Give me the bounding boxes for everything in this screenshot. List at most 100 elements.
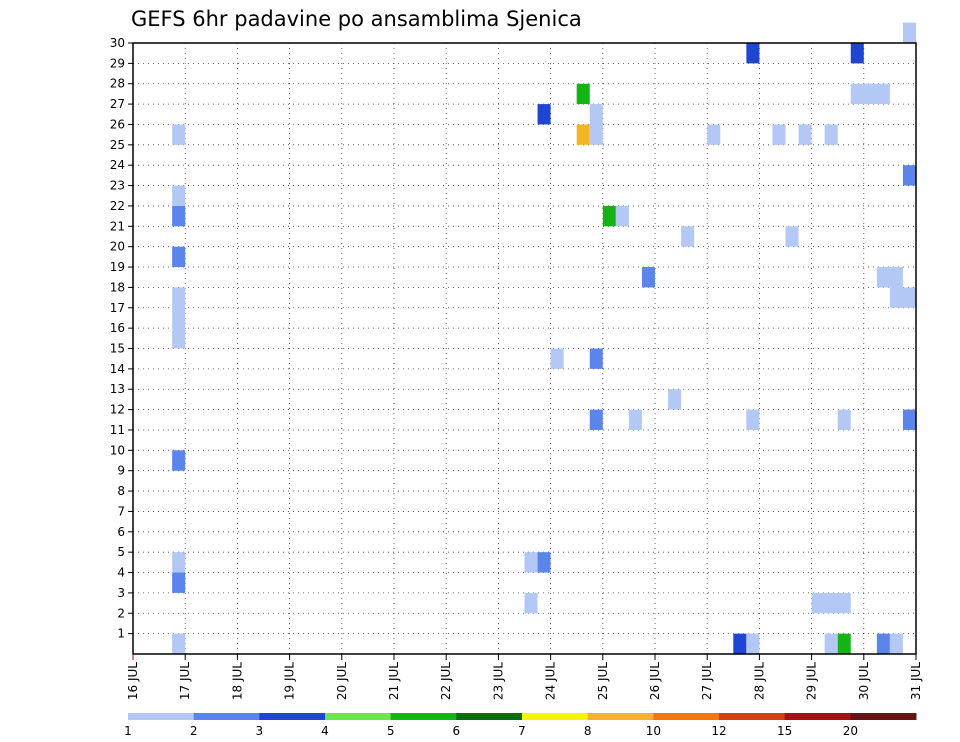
precipitation-cell [524,552,538,573]
x-tick-label: 23 JUL [491,662,505,700]
precipitation-cell [837,409,851,430]
y-tick-label: 30 [110,36,125,50]
legend-swatch [259,713,326,720]
y-tick-label: 7 [117,504,125,518]
y-tick-label: 18 [110,280,125,294]
y-axis: 1234567891011121314151617181920212223242… [110,36,133,641]
precipitation-cell [902,409,916,430]
precipitation-cell [172,450,186,471]
precipitation-cell [837,633,851,654]
y-tick-label: 22 [110,199,125,213]
precipitation-cell [811,592,851,614]
legend-swatch [128,713,195,720]
legend-level-label: 8 [584,724,592,738]
y-tick-label: 25 [110,138,125,152]
precipitation-cell [733,633,747,654]
y-tick-label: 28 [110,77,125,91]
legend-level-label: 20 [843,724,858,738]
precipitation-cell [537,104,551,125]
precipitation-cell [172,124,186,145]
y-tick-label: 9 [117,464,125,478]
x-tick-label: 22 JUL [439,662,453,700]
x-tick-label: 17 JUL [178,662,192,700]
y-tick-label: 17 [110,301,125,315]
x-tick-label: 19 JUL [283,662,297,700]
precipitation-cell [524,592,538,614]
y-tick-label: 19 [110,260,125,274]
precipitation-cell [902,22,916,43]
precipitation-cell [589,409,603,430]
precipitation-cell [615,205,629,227]
precipitation-cell [172,552,186,573]
legend-level-label: 7 [518,724,526,738]
legend-level-label: 4 [321,724,329,738]
precipitation-cell [889,287,916,308]
precipitation-cell [876,633,890,654]
cells-layer [172,22,916,654]
precipitation-cell [172,287,186,349]
y-tick-label: 15 [110,342,125,356]
y-tick-label: 13 [110,382,125,396]
x-tick-label: 30 JUL [857,662,871,700]
x-tick-label: 31 JUL [909,662,923,700]
y-tick-label: 14 [110,362,125,376]
precipitation-cell [668,389,682,410]
precipitation-cell [850,83,890,105]
precipitation-cell [746,633,760,654]
precipitation-cell [172,572,186,593]
precipitation-cell [746,43,760,64]
precipitation-cell [798,124,812,145]
precipitation-cell [824,124,838,145]
precipitation-cell [589,348,603,369]
precipitation-cell [172,633,186,654]
y-tick-label: 11 [110,423,125,437]
legend-swatch [784,713,851,720]
y-tick-label: 10 [110,443,125,457]
y-tick-label: 1 [117,627,125,641]
precipitation-cell [576,124,590,145]
legend-swatch [719,713,786,720]
legend-swatch [587,713,654,720]
y-tick-label: 29 [110,56,125,70]
legend-level-label: 10 [646,724,661,738]
x-tick-label: 26 JUL [648,662,662,700]
precipitation-cell [902,165,916,186]
precipitation-cell [785,226,799,247]
legend-swatch [456,713,523,720]
y-tick-label: 2 [117,606,125,620]
y-tick-label: 20 [110,240,125,254]
precipitation-cell [172,185,186,206]
legend-swatch [390,713,457,720]
precipitation-cell [172,205,186,227]
legend-swatch [325,713,392,720]
y-tick-label: 27 [110,97,125,111]
precipitation-cell [824,633,838,654]
y-tick-label: 23 [110,179,125,193]
y-tick-label: 16 [110,321,125,335]
chart-title: GEFS 6hr padavine po ansamblima Sjenica [131,7,582,31]
x-tick-label: 25 JUL [596,662,610,700]
legend-level-label: 12 [711,724,726,738]
precipitation-cell [876,267,903,288]
precipitation-cell [889,633,903,654]
x-tick-label: 21 JUL [387,662,401,700]
y-tick-label: 8 [117,484,125,498]
precipitation-cell [576,83,590,105]
y-tick-label: 6 [117,525,125,539]
y-tick-label: 24 [110,158,125,172]
y-tick-label: 3 [117,586,125,600]
x-tick-label: 20 JUL [335,662,349,700]
x-tick-label: 18 JUL [230,662,244,700]
legend-swatch [193,713,260,720]
precipitation-cell [172,246,186,268]
y-tick-label: 26 [110,117,125,131]
x-tick-label: 28 JUL [752,662,766,700]
precipitation-cell [550,348,564,369]
color-legend: 1 2 3 4 5 6 7 8 10 12 15 20 [124,713,917,738]
legend-swatch [522,713,589,720]
precipitation-cell [602,205,616,227]
legend-level-label: 5 [387,724,395,738]
precipitation-cell [537,552,551,573]
y-tick-label: 4 [117,566,125,580]
